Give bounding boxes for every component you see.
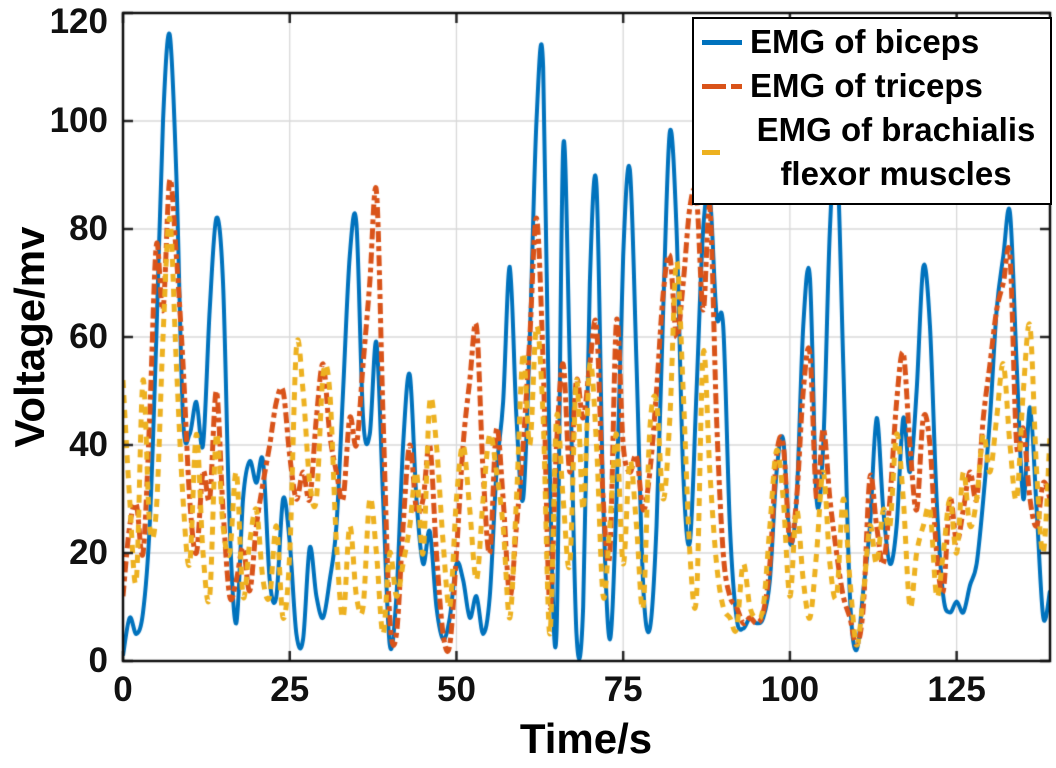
x-tick-label: 0 (113, 670, 133, 709)
x-tick-label: 50 (436, 670, 476, 709)
legend-entry-triceps: EMG of triceps (702, 64, 1050, 108)
y-tick-label: 40 (69, 425, 108, 464)
y-tick-label: 60 (69, 317, 108, 356)
legend-label-biceps: EMG of biceps (750, 23, 980, 60)
y-tick-label: 20 (69, 533, 108, 572)
x-tick-label: 100 (760, 670, 820, 709)
legend-label-triceps: EMG of triceps (750, 67, 983, 104)
y-tick-label: 100 (49, 101, 108, 140)
triceps-line-sample (702, 83, 750, 89)
brachialis-line-sample (702, 149, 750, 155)
legend-label-brachialis-line2: flexor muscles (780, 155, 1012, 192)
legend: EMG of biceps EMG of triceps EMG of brac… (692, 17, 1052, 205)
x-tick-label: 125 (927, 670, 986, 709)
y-tick-label: 80 (69, 209, 108, 248)
x-axis-title: Time/s (519, 715, 653, 762)
y-tick-label: 0 (88, 641, 108, 680)
biceps-line-sample (702, 39, 750, 45)
y-tick-label: 120 (49, 2, 108, 41)
x-tick-label: 25 (270, 670, 310, 709)
x-tick-label: 75 (603, 670, 643, 709)
legend-label-brachialis: EMG of brachialis flexor muscles (750, 108, 1042, 196)
legend-entry-biceps: EMG of biceps (702, 20, 1050, 64)
legend-entry-brachialis: EMG of brachialis flexor muscles (702, 108, 1050, 196)
legend-label-brachialis-line1: EMG of brachialis (756, 111, 1036, 148)
